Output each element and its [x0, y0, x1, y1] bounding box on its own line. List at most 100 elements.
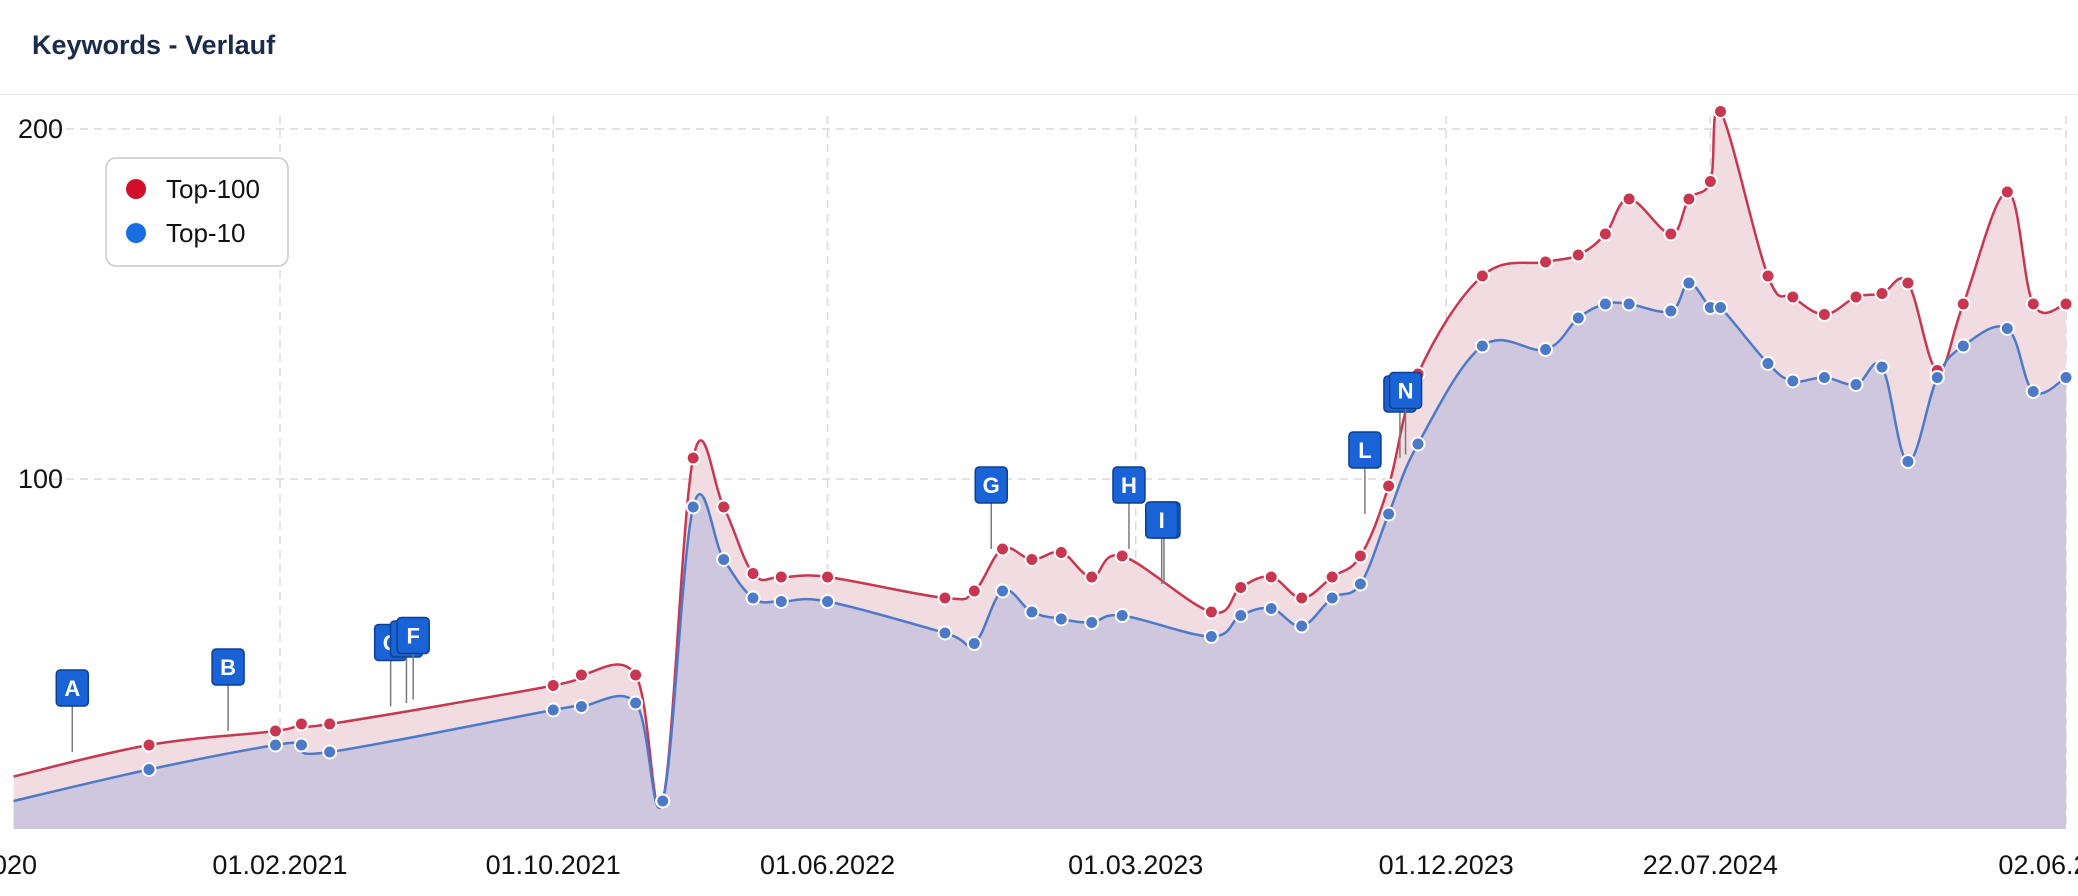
data-point-top-100[interactable] — [995, 541, 1011, 557]
legend-item-top-10[interactable]: Top-10 — [126, 218, 246, 248]
data-point-top-100[interactable] — [1024, 552, 1040, 567]
data-point-top-100[interactable] — [1848, 289, 1864, 305]
data-point-top-10[interactable] — [1381, 506, 1397, 522]
event-marker-a[interactable]: A — [55, 669, 90, 752]
data-point-top-100[interactable] — [1681, 191, 1697, 207]
data-point-top-100[interactable] — [1053, 545, 1069, 560]
data-point-top-100[interactable] — [1597, 226, 1613, 242]
data-point-top-100[interactable] — [1955, 296, 1971, 312]
data-point-top-10[interactable] — [1294, 618, 1310, 634]
data-point-top-100[interactable] — [293, 716, 309, 732]
data-point-top-10[interactable] — [820, 594, 836, 609]
data-point-top-10[interactable] — [1621, 296, 1637, 312]
data-point-top-100[interactable] — [1816, 307, 1832, 322]
data-point-top-10[interactable] — [1597, 296, 1613, 312]
data-point-top-10[interactable] — [545, 702, 561, 718]
data-point-top-100[interactable] — [1114, 548, 1130, 564]
data-point-top-10[interactable] — [1474, 338, 1490, 354]
data-point-top-100[interactable] — [1538, 254, 1554, 270]
event-marker-n[interactable]: N — [1388, 371, 1423, 455]
event-marker-flag[interactable] — [1144, 501, 1179, 539]
data-point-top-100[interactable] — [1084, 569, 1100, 585]
data-point-top-100[interactable] — [1760, 268, 1776, 284]
data-point-top-100[interactable] — [1324, 569, 1340, 585]
event-marker-h[interactable]: H — [1112, 466, 1146, 549]
data-point-top-10[interactable] — [1681, 275, 1697, 291]
event-marker-flag[interactable] — [974, 466, 1008, 504]
data-point-top-10[interactable] — [1929, 370, 1945, 385]
data-point-top-10[interactable] — [773, 594, 789, 609]
data-point-top-100[interactable] — [937, 590, 953, 606]
data-point-top-10[interactable] — [1955, 338, 1971, 354]
data-point-top-10[interactable] — [655, 793, 671, 809]
data-point-top-100[interactable] — [1874, 286, 1890, 301]
event-marker-flag[interactable] — [55, 669, 90, 707]
data-point-top-10[interactable] — [1760, 356, 1776, 371]
data-point-top-10[interactable] — [685, 499, 701, 515]
data-point-top-10[interactable] — [1900, 454, 1916, 469]
event-marker-flag[interactable] — [396, 616, 430, 655]
data-point-top-100[interactable] — [2025, 296, 2041, 312]
data-point-top-10[interactable] — [293, 737, 309, 753]
data-point-top-10[interactable] — [2025, 384, 2041, 399]
data-point-top-10[interactable] — [1410, 436, 1426, 452]
data-point-top-10[interactable] — [1233, 608, 1249, 623]
event-marker-flag[interactable] — [1112, 466, 1146, 504]
data-point-top-100[interactable] — [820, 569, 836, 585]
data-point-top-100[interactable] — [628, 667, 644, 683]
data-point-top-100[interactable] — [573, 667, 589, 683]
data-point-top-100[interactable] — [322, 716, 338, 732]
data-point-top-10[interactable] — [1024, 604, 1040, 620]
data-point-top-10[interactable] — [1352, 576, 1368, 592]
data-point-top-10[interactable] — [322, 744, 338, 760]
data-point-top-100[interactable] — [1713, 104, 1729, 119]
data-point-top-10[interactable] — [1874, 359, 1890, 375]
event-marker-i[interactable]: I — [1144, 501, 1179, 584]
data-point-top-10[interactable] — [995, 583, 1011, 599]
data-point-top-10[interactable] — [1084, 615, 1100, 630]
event-marker-b[interactable]: B — [211, 648, 245, 731]
data-point-top-100[interactable] — [1263, 569, 1279, 585]
data-point-top-100[interactable] — [1663, 226, 1679, 242]
event-marker-flag[interactable] — [1348, 431, 1382, 469]
event-marker-flag[interactable] — [1388, 371, 1423, 410]
data-point-top-100[interactable] — [1621, 191, 1637, 207]
data-point-top-100[interactable] — [1785, 289, 1801, 305]
data-point-top-10[interactable] — [1570, 310, 1586, 326]
data-point-top-100[interactable] — [1294, 590, 1310, 606]
data-point-top-10[interactable] — [1663, 303, 1679, 319]
data-point-top-100[interactable] — [267, 723, 283, 739]
legend-item-top-100[interactable]: Top-100 — [126, 174, 260, 204]
data-point-top-100[interactable] — [1233, 580, 1249, 595]
data-point-top-100[interactable] — [1474, 268, 1490, 284]
data-point-top-100[interactable] — [141, 737, 157, 753]
data-point-top-10[interactable] — [937, 625, 953, 641]
data-point-top-10[interactable] — [1848, 377, 1864, 392]
data-point-top-100[interactable] — [745, 566, 761, 581]
data-point-top-10[interactable] — [573, 699, 589, 714]
data-point-top-10[interactable] — [1053, 611, 1069, 627]
data-point-top-100[interactable] — [966, 583, 982, 599]
event-marker-flag[interactable] — [211, 648, 245, 686]
data-point-top-10[interactable] — [1999, 321, 2015, 336]
event-marker-g[interactable]: G — [974, 466, 1008, 549]
data-point-top-10[interactable] — [1713, 300, 1729, 315]
data-point-top-100[interactable] — [1900, 275, 1916, 291]
data-point-top-10[interactable] — [1538, 342, 1554, 357]
data-point-top-10[interactable] — [2058, 370, 2074, 385]
data-point-top-10[interactable] — [716, 552, 732, 567]
data-point-top-10[interactable] — [1324, 590, 1340, 606]
data-point-top-100[interactable] — [1570, 247, 1586, 263]
data-point-top-10[interactable] — [1816, 370, 1832, 385]
data-point-top-100[interactable] — [2058, 296, 2074, 312]
data-point-top-100[interactable] — [1999, 184, 2015, 200]
data-point-top-10[interactable] — [1785, 373, 1801, 389]
data-point-top-100[interactable] — [1702, 174, 1718, 189]
data-point-top-10[interactable] — [1114, 608, 1130, 623]
data-point-top-100[interactable] — [1352, 548, 1368, 564]
data-point-top-100[interactable] — [1203, 604, 1219, 620]
data-point-top-100[interactable] — [773, 569, 789, 585]
data-point-top-100[interactable] — [716, 499, 732, 515]
data-point-top-100[interactable] — [685, 450, 701, 466]
event-marker-l[interactable]: L — [1348, 431, 1382, 514]
